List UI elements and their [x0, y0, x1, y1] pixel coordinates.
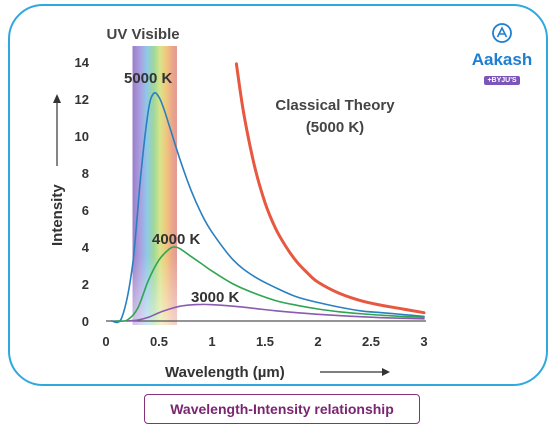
band-label: UV Visible	[107, 26, 180, 43]
series-label-classical-line: Classical Theory	[275, 97, 395, 114]
y-tick-label: 8	[82, 166, 89, 181]
y-tick-label: 12	[75, 92, 89, 107]
series-label-5000k: 5000 K	[124, 70, 173, 87]
series-line-2	[115, 246, 425, 323]
x-tick-label: 0.5	[150, 334, 168, 349]
x-tick-label: 1.5	[256, 334, 274, 349]
y-tick-label: 14	[75, 55, 90, 70]
series-line-1	[110, 91, 425, 324]
logo-brand-text: Aakash	[471, 50, 533, 69]
frame-border	[8, 4, 548, 386]
y-axis-arrow-head	[53, 94, 61, 103]
series-label-4000k: 4000 K	[152, 231, 201, 248]
y-tick-label: 6	[82, 203, 89, 218]
y-axis-title: Intensity	[49, 184, 66, 246]
brand-logo: Aakash +BYJU'S	[462, 22, 542, 85]
axes: 0 2 4 6 8 10 12 14 0 0.5 1 1.5 2 2.5 3 Wavelength (µm) I…	[49, 55, 428, 381]
logo-emblem-icon	[492, 23, 512, 43]
series-line-3	[126, 303, 425, 322]
y-tick-label: 2	[82, 277, 89, 292]
labels-layer: 5000 K 4000 K 3000 K Classical Theory (5000 …	[124, 70, 395, 306]
x-axis-title: Wavelength (µm)	[165, 364, 285, 381]
y-tick-label: 0	[82, 314, 89, 329]
x-tick-label: 2	[314, 334, 321, 349]
series-label-classical: Classical Theory (5000 K)	[275, 97, 395, 136]
x-tick-label: 2.5	[362, 334, 380, 349]
x-tick-label: 0	[102, 334, 109, 349]
x-tick-label: 3	[420, 334, 427, 349]
series-label-classical-line: (5000 K)	[306, 119, 364, 136]
x-axis-arrow-head	[382, 368, 390, 376]
caption: Wavelength-Intensity relationship	[144, 394, 420, 424]
series-line-4	[234, 62, 426, 315]
x-tick-label: 1	[208, 334, 215, 349]
y-tick-label: 10	[75, 129, 89, 144]
logo-sub-text: +BYJU'S	[484, 76, 520, 85]
series-layer	[110, 62, 426, 324]
series-label-3000k: 3000 K	[191, 289, 240, 306]
y-tick-label: 4	[82, 240, 90, 255]
